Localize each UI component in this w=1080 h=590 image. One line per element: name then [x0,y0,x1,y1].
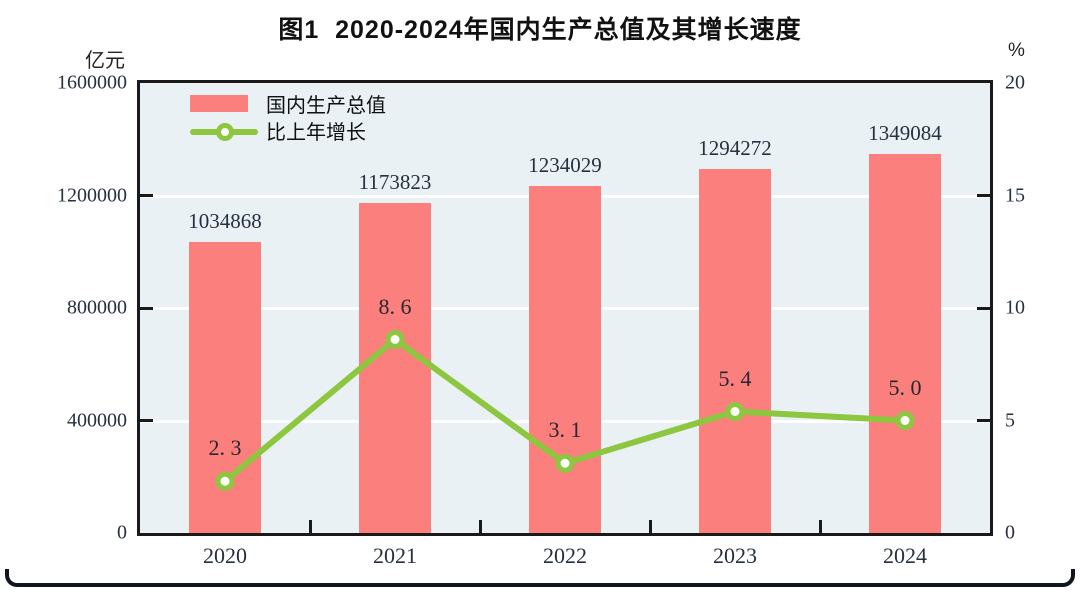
figure-bottom-border [5,569,1075,587]
growth-value-label: 3. 1 [548,417,582,443]
left-axis-tick [140,194,153,197]
gdp-bar-swatch-icon [190,95,248,112]
gdp-bar-value-label: 1234029 [528,152,602,177]
left-axis-tick-label: 400000 [67,409,127,431]
gdp-bar-value-label: 1294272 [698,135,772,160]
legend-label-gdp: 国内生产总值 [266,95,386,117]
gdp-bar-2023 [699,168,771,533]
gdp-bar-2021 [359,202,431,533]
left-axis-tick-label: 0 [117,521,127,544]
x-axis-tick [478,520,482,533]
gdp-bar-value-label: 1349084 [868,120,942,145]
legend-item-growth: 比上年增长 [190,117,386,144]
left-axis-tick-label: 800000 [67,296,127,319]
right-axis-tick-label: 15 [1005,184,1025,206]
x-axis-tick [818,520,822,533]
right-axis-tick-label: 5 [1005,409,1015,431]
left-axis-tick-label: 1600000 [57,71,127,94]
legend-item-gdp: 国内生产总值 [190,90,386,117]
right-axis-tick [977,194,990,197]
x-axis-category-label: 2024 [883,543,927,568]
chart-title: 图1 2020-2024年国内生产总值及其增长速度 [278,16,802,44]
growth-line-layer [215,330,915,491]
x-axis-category-label: 2022 [543,543,587,568]
right-axis-tick-label: 20 [1005,71,1025,94]
left-axis-tick [140,306,153,310]
gdp-bar-value-label: 1173823 [358,169,432,194]
left-axis-tick [140,419,153,422]
left-axis-unit-label: 亿元 [85,50,125,72]
gdp-bar-2024 [869,153,941,533]
growth-point-2022 [555,453,575,473]
right-axis-tick [977,306,990,310]
gdp-bar-2022 [529,185,601,533]
right-axis-tick-label: 0 [1005,521,1015,544]
growth-value-label: 5. 0 [888,374,922,400]
x-axis-tick [648,520,652,533]
x-axis-category-label: 2023 [713,543,757,568]
growth-point-2024 [895,411,915,430]
growth-value-label: 5. 4 [718,365,752,391]
x-axis-tick [308,520,312,533]
growth-point-2021 [385,330,405,349]
legend-label-growth: 比上年增长 [266,122,366,144]
growth-point-2023 [725,402,745,421]
x-axis-category-label: 2020 [203,543,247,568]
left-axis-tick-label: 1200000 [57,184,127,206]
growth-value-label: 8. 6 [378,293,412,319]
right-axis-unit-label: % [1008,40,1025,61]
x-axis-category-label: 2021 [373,543,417,568]
right-axis-tick-label: 10 [1005,296,1025,319]
growth-value-label: 2. 3 [208,435,242,461]
growth-line-swatch-icon [190,122,258,141]
chart-legend: 国内生产总值 比上年增长 [190,90,386,144]
growth-point-2020 [215,471,235,491]
right-axis-tick [977,419,990,422]
gdp-bar-value-label: 1034868 [188,208,262,233]
